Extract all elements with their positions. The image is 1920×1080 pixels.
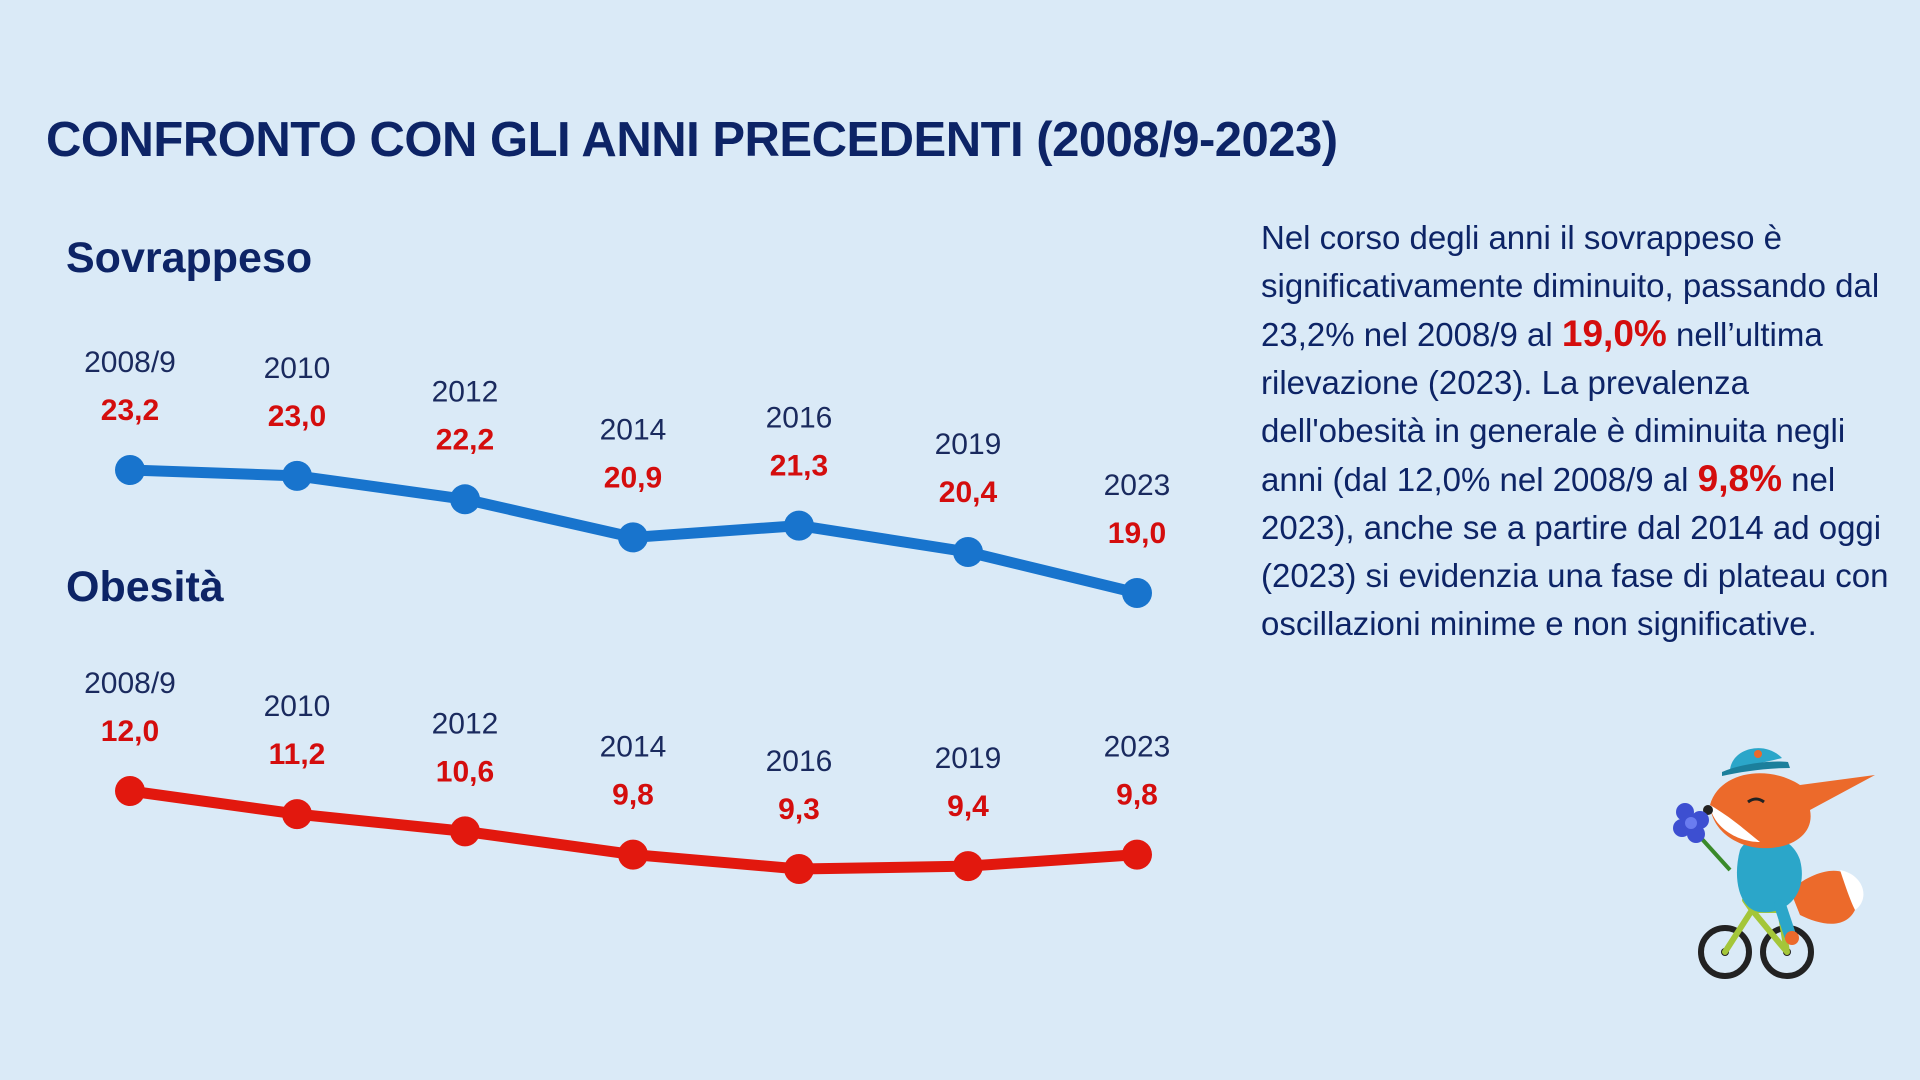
overweight-value-label-1: 23,0 [268,400,326,433]
overweight-point-5 [953,537,983,567]
overweight-year-label-5: 2019 [935,428,1002,461]
overweight-year-label-4: 2016 [766,402,833,435]
obesity-point-3 [618,839,648,870]
overweight-year-label-1: 2010 [264,352,331,385]
obesity-chart-title: Obesità [66,563,224,611]
overweight-point-0 [115,455,145,485]
obesity-value-label-3: 9,8 [612,779,654,812]
overweight-year-label-6: 2023 [1104,469,1171,502]
overweight-year-label-2: 2012 [432,375,499,408]
overweight-point-4 [784,510,814,541]
overweight-year-label-3: 2014 [600,413,667,446]
obesity-point-2 [450,816,480,847]
obesity-year-label-1: 2010 [264,690,331,723]
description-text: Nel corso degli anni il sovrappeso è sig… [1261,214,1891,648]
overweight-year-label-0: 2008/9 [84,346,176,379]
overweight-value-label-3: 20,9 [604,461,662,494]
fox-mascot-icon [1673,748,1875,979]
overweight-point-2 [450,484,480,515]
overweight-value-label-6: 19,0 [1108,517,1166,550]
obesity-point-6 [1122,839,1152,870]
obesity-point-0 [115,776,145,806]
obesity-value-label-1: 11,2 [269,738,326,771]
obesity-year-label-6: 2023 [1104,731,1171,764]
overweight-chart-title: Sovrappeso [66,234,313,282]
obesity-value-label-4: 9,3 [778,793,820,826]
obesity-point-4 [784,854,814,884]
obesity-year-label-5: 2019 [935,742,1002,775]
overweight-point-6 [1122,578,1152,608]
description-part-1: Nel corso degli anni il sovrappeso è sig… [1261,219,1880,353]
description-part-2: nell’ultima rilevazione (2023). La preva… [1261,316,1846,498]
obesity-value-label-5: 9,4 [947,790,989,823]
obesity-point-5 [953,851,983,882]
obesity-year-label-2: 2012 [432,707,499,740]
overweight-point-1 [282,460,312,491]
overweight-value-label-5: 20,4 [939,476,998,509]
obesity-year-label-3: 2014 [600,731,667,764]
highlight-obesity-2023: 9,8% [1697,458,1782,499]
obesity-value-label-6: 9,8 [1116,779,1158,812]
page-title: CONFRONTO CON GLI ANNI PRECEDENTI (2008/… [46,113,1338,167]
obesity-year-label-4: 2016 [766,745,833,778]
overweight-point-3 [618,522,648,553]
overweight-value-label-4: 21,3 [770,450,828,483]
obesity-value-label-0: 12,0 [101,715,159,748]
obesity-point-1 [282,799,312,830]
description-part-3: nel 2023), anche se a partire dal 2014 a… [1261,461,1889,642]
highlight-overweight-2023: 19,0% [1561,313,1667,354]
obesity-value-label-2: 10,6 [436,755,494,788]
overweight-value-label-0: 23,2 [101,394,159,427]
line-charts: 23,2 2008/9 23,0 2010 22,2 2012 20,9 2014 21,3 20… [84,346,1171,884]
obesity-year-label-0: 2008/9 [84,667,176,700]
overweight-value-label-2: 22,2 [436,423,494,456]
